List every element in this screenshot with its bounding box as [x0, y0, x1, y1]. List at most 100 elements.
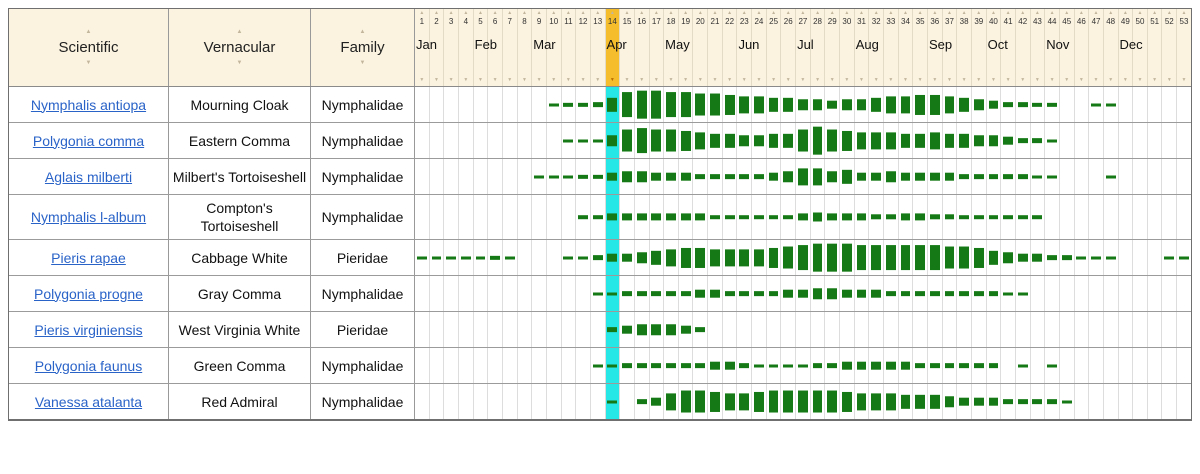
week-header-34[interactable]: ▲ 34 ▼	[899, 9, 914, 86]
sort-asc-icon[interactable]: ▲	[946, 10, 952, 16]
week-header-51[interactable]: ▲ 51 ▼	[1148, 9, 1163, 86]
week-header-1[interactable]: ▲ 1 Jan ▼	[415, 9, 437, 86]
sort-desc-icon[interactable]: ▼	[1122, 77, 1128, 83]
sort-desc-icon[interactable]: ▼	[1108, 77, 1114, 83]
sort-desc-icon[interactable]: ▼	[639, 77, 645, 83]
sort-desc-icon[interactable]: ▼	[785, 77, 791, 83]
sort-desc-icon[interactable]: ▼	[741, 77, 747, 83]
sort-desc-icon[interactable]: ▼	[697, 77, 703, 83]
sort-asc-icon[interactable]: ▲	[683, 10, 689, 16]
species-link[interactable]: Polygonia faunus	[34, 357, 143, 374]
week-header-14[interactable]: ▲ 14 Apr ▼	[605, 9, 627, 86]
sort-asc-icon[interactable]: ▲	[1064, 10, 1070, 16]
sort-desc-icon[interactable]: ▼	[551, 77, 557, 83]
week-header-11[interactable]: ▲ 11 ▼	[562, 9, 577, 86]
week-header-20[interactable]: ▲ 20 ▼	[693, 9, 709, 86]
sort-desc-icon[interactable]: ▼	[844, 77, 850, 83]
sort-asc-icon[interactable]: ▲	[1137, 10, 1143, 16]
sort-desc-icon[interactable]: ▼	[1181, 77, 1187, 83]
sort-desc-icon[interactable]: ▼	[683, 77, 689, 83]
sort-asc-icon[interactable]: ▲	[976, 10, 982, 16]
sort-asc-icon[interactable]: ▲	[639, 10, 645, 16]
sort-desc-icon[interactable]: ▼	[946, 77, 952, 83]
species-link[interactable]: Vanessa atalanta	[34, 393, 143, 410]
sort-desc-icon[interactable]: ▼	[236, 60, 243, 66]
sort-desc-icon[interactable]: ▼	[359, 60, 366, 66]
sort-desc-icon[interactable]: ▼	[829, 77, 835, 83]
sort-desc-icon[interactable]: ▼	[1093, 77, 1099, 83]
sort-asc-icon[interactable]: ▲	[536, 10, 542, 16]
sort-desc-icon[interactable]: ▼	[1166, 77, 1172, 83]
week-header-18[interactable]: ▲ 18 May ▼	[664, 9, 690, 86]
week-header-46[interactable]: ▲ 46 ▼	[1075, 9, 1090, 86]
column-header-family[interactable]: ▲ Family ▼	[311, 9, 415, 86]
week-header-29[interactable]: ▲ 29 ▼	[825, 9, 841, 86]
week-header-52[interactable]: ▲ 52 ▼	[1162, 9, 1178, 86]
week-header-38[interactable]: ▲ 38 ▼	[957, 9, 972, 86]
sort-asc-icon[interactable]: ▲	[419, 10, 425, 16]
sort-asc-icon[interactable]: ▲	[1166, 10, 1172, 16]
sort-desc-icon[interactable]: ▼	[492, 77, 498, 83]
week-header-2[interactable]: ▲ 2 ▼	[430, 9, 445, 86]
week-header-39[interactable]: ▲ 39 ▼	[972, 9, 987, 86]
sort-desc-icon[interactable]: ▼	[903, 77, 908, 83]
week-header-10[interactable]: ▲ 10 ▼	[547, 9, 562, 86]
sort-asc-icon[interactable]: ▲	[521, 10, 527, 16]
week-header-26[interactable]: ▲ 26 ▼	[781, 9, 797, 86]
week-header-5[interactable]: ▲ 5 Feb ▼	[474, 9, 497, 86]
week-header-30[interactable]: ▲ 30 ▼	[840, 9, 855, 86]
sort-desc-icon[interactable]: ▼	[507, 77, 513, 83]
sort-desc-icon[interactable]: ▼	[1152, 77, 1158, 83]
week-header-25[interactable]: ▲ 25 ▼	[767, 9, 782, 86]
sort-desc-icon[interactable]: ▼	[976, 77, 982, 83]
sort-asc-icon[interactable]: ▲	[236, 29, 243, 35]
sort-asc-icon[interactable]: ▲	[800, 10, 806, 16]
sort-asc-icon[interactable]: ▲	[85, 29, 92, 35]
sort-desc-icon[interactable]: ▼	[800, 77, 806, 83]
sort-asc-icon[interactable]: ▲	[1005, 10, 1011, 16]
week-header-7[interactable]: ▲ 7 ▼	[503, 9, 518, 86]
column-header-scientific[interactable]: ▲ Scientific ▼	[9, 9, 169, 86]
sort-asc-icon[interactable]: ▲	[815, 10, 821, 16]
sort-asc-icon[interactable]: ▲	[1020, 10, 1026, 16]
week-header-43[interactable]: ▲ 43 ▼	[1031, 9, 1046, 86]
week-header-37[interactable]: ▲ 37 ▼	[943, 9, 958, 86]
species-link[interactable]: Aglais milberti	[44, 168, 133, 185]
week-header-15[interactable]: ▲ 15 ▼	[620, 9, 635, 86]
species-link[interactable]: Polygonia progne	[34, 285, 143, 302]
sort-asc-icon[interactable]: ▲	[712, 10, 718, 16]
sort-asc-icon[interactable]: ▲	[888, 10, 894, 16]
sort-desc-icon[interactable]: ▼	[990, 77, 996, 83]
sort-asc-icon[interactable]: ▲	[1093, 10, 1099, 16]
sort-desc-icon[interactable]: ▼	[961, 77, 967, 83]
week-header-49[interactable]: ▲ 49 Dec ▼	[1119, 9, 1143, 86]
sort-desc-icon[interactable]: ▼	[668, 77, 674, 83]
species-link[interactable]: Pieris virginiensis	[34, 321, 143, 338]
sort-desc-icon[interactable]: ▼	[873, 77, 879, 83]
sort-desc-icon[interactable]: ▼	[580, 77, 586, 83]
sort-desc-icon[interactable]: ▼	[727, 77, 733, 83]
sort-desc-icon[interactable]: ▼	[609, 77, 615, 83]
column-header-vernacular[interactable]: ▲ Vernacular ▼	[169, 9, 311, 86]
sort-desc-icon[interactable]: ▼	[917, 77, 923, 83]
sort-desc-icon[interactable]: ▼	[1137, 77, 1143, 83]
sort-asc-icon[interactable]: ▲	[653, 10, 659, 16]
sort-desc-icon[interactable]: ▼	[477, 77, 483, 83]
sort-asc-icon[interactable]: ▲	[697, 10, 703, 16]
week-header-16[interactable]: ▲ 16 ▼	[635, 9, 650, 86]
sort-asc-icon[interactable]: ▲	[785, 10, 791, 16]
sort-asc-icon[interactable]: ▲	[873, 10, 879, 16]
sort-asc-icon[interactable]: ▲	[492, 10, 498, 16]
sort-asc-icon[interactable]: ▲	[477, 10, 483, 16]
week-header-6[interactable]: ▲ 6 ▼	[488, 9, 503, 86]
week-header-21[interactable]: ▲ 21 ▼	[708, 9, 723, 86]
sort-desc-icon[interactable]: ▼	[1034, 77, 1040, 83]
sort-asc-icon[interactable]: ▲	[463, 10, 469, 16]
sort-desc-icon[interactable]: ▼	[756, 77, 762, 83]
sort-desc-icon[interactable]: ▼	[1020, 77, 1026, 83]
sort-asc-icon[interactable]: ▲	[903, 10, 908, 16]
sort-asc-icon[interactable]: ▲	[961, 10, 967, 16]
sort-asc-icon[interactable]: ▲	[1181, 10, 1187, 16]
species-link[interactable]: Nymphalis antiopa	[30, 96, 147, 113]
week-header-22[interactable]: ▲ 22 ▼	[723, 9, 738, 86]
